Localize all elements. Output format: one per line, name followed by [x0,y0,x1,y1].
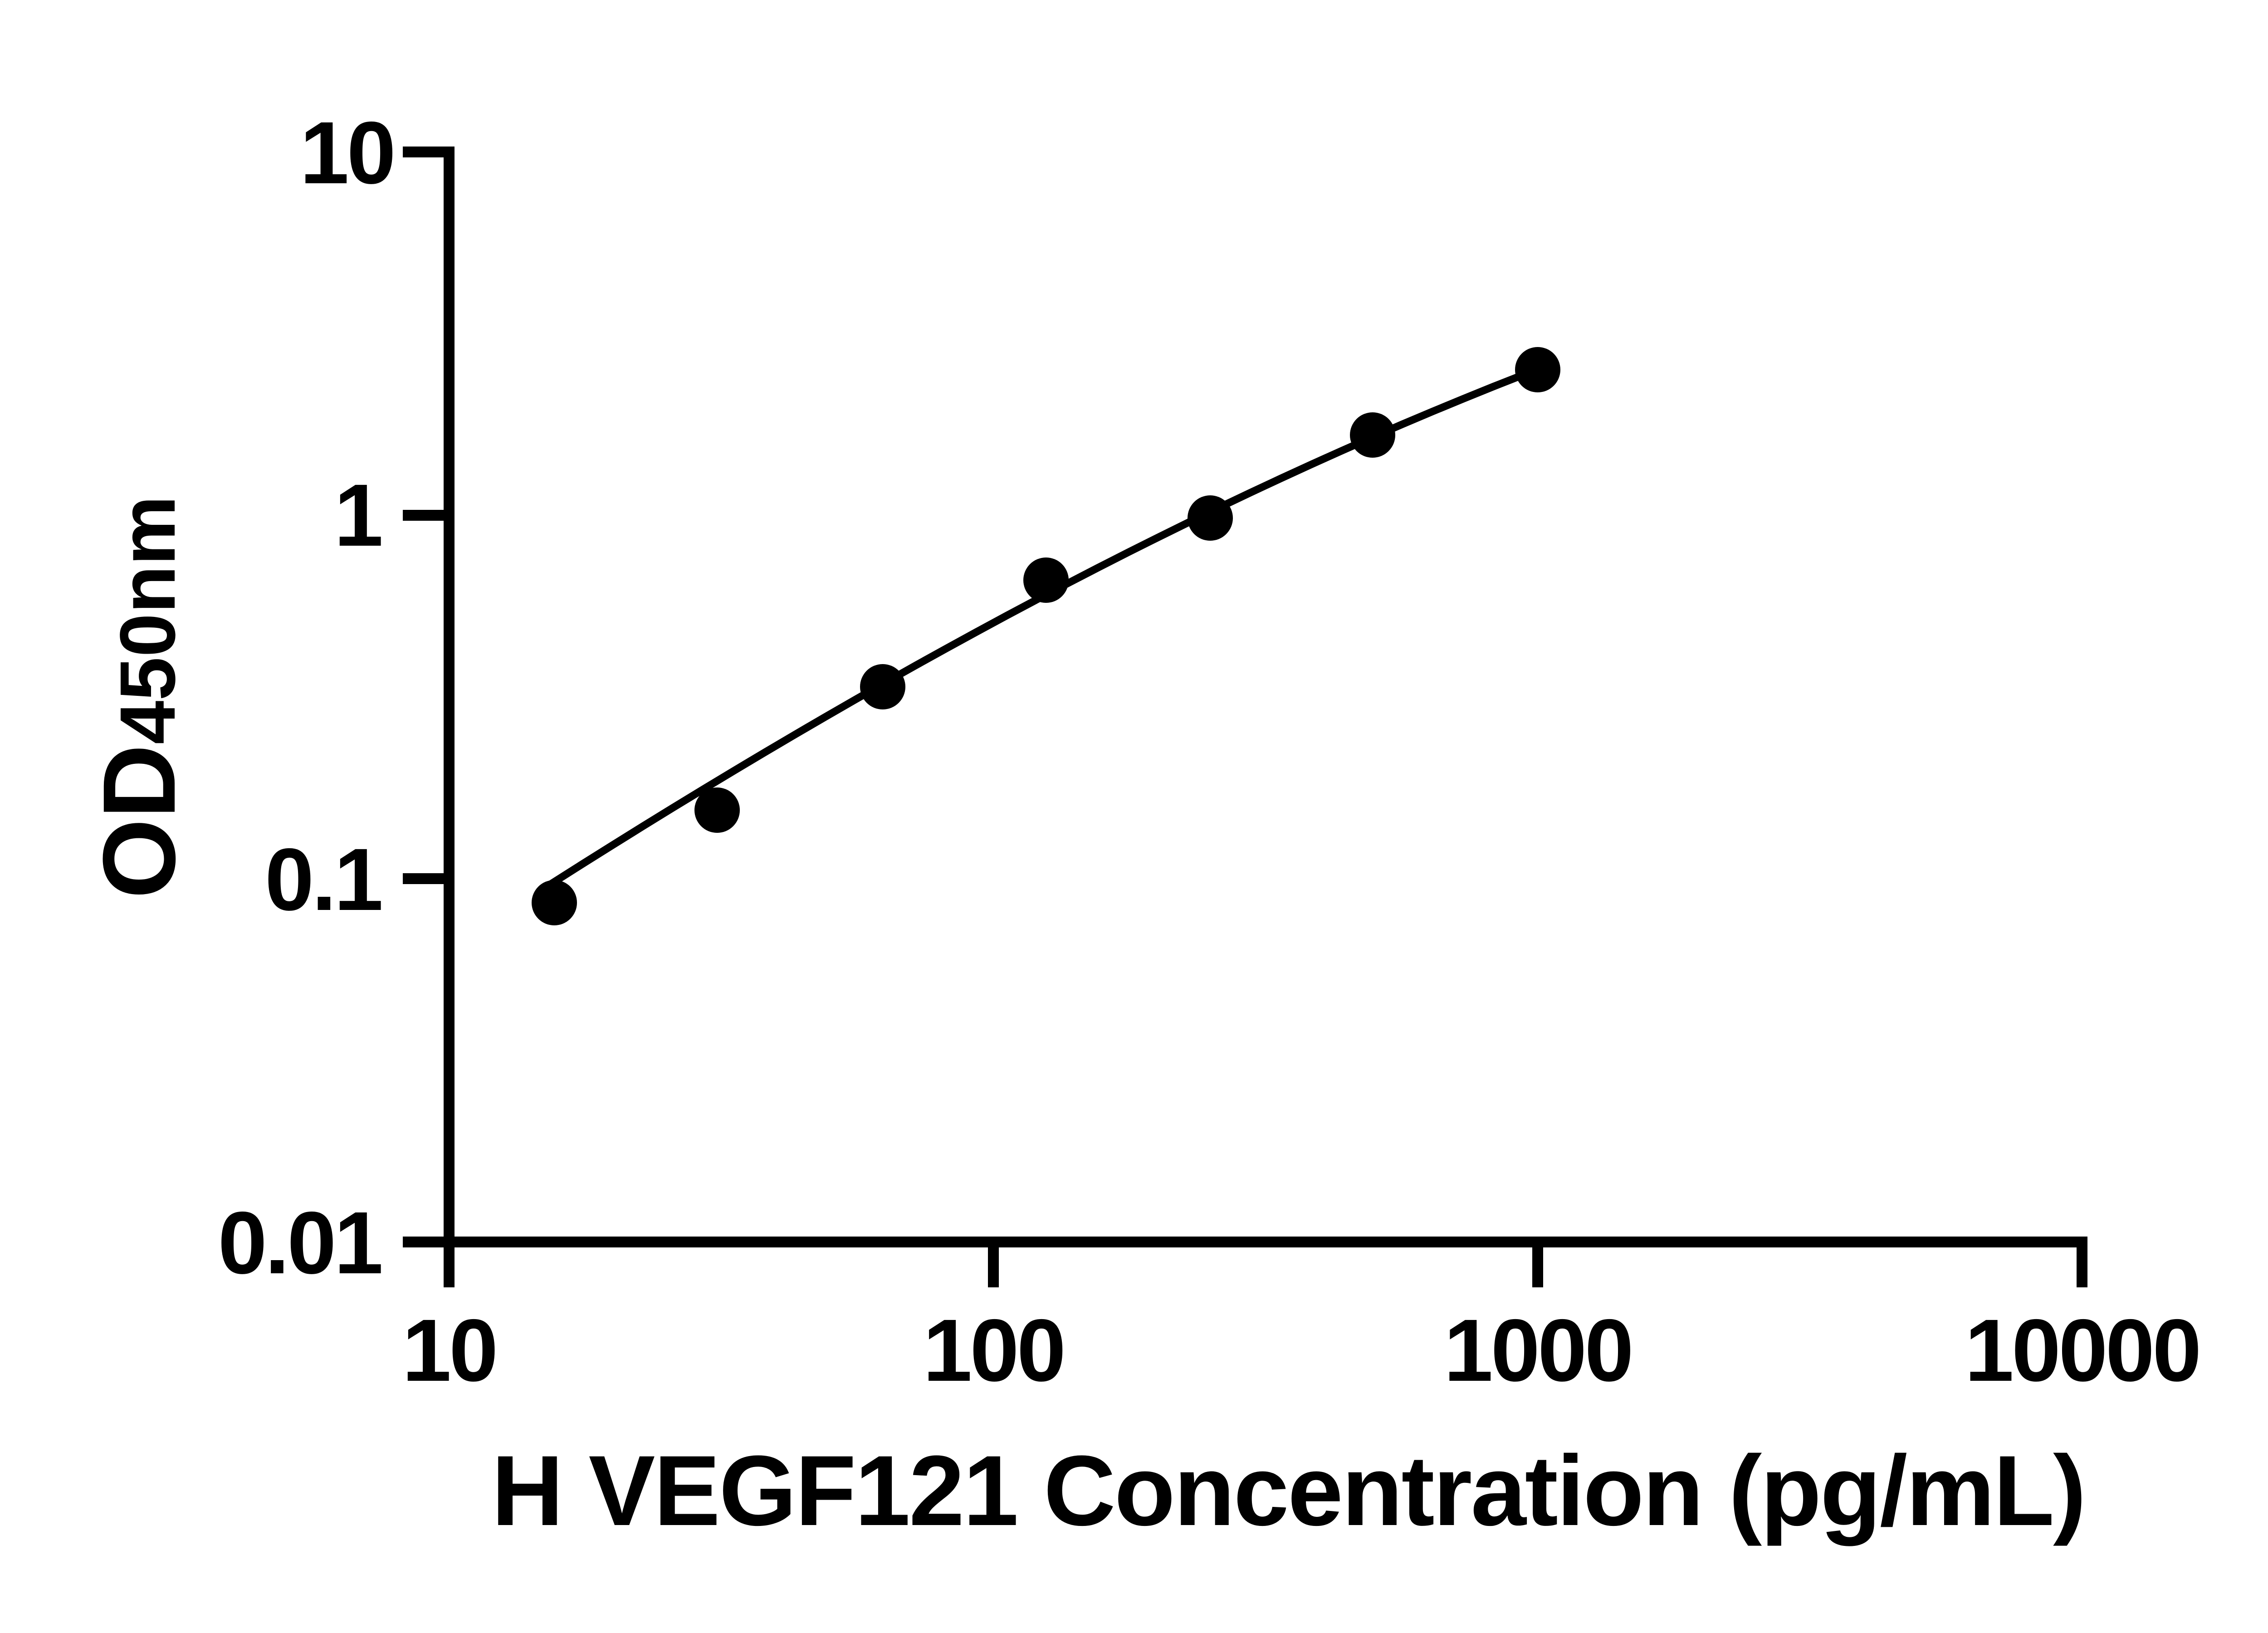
svg-text:0.01: 0.01 [218,1193,381,1292]
svg-text:10000: 10000 [1965,1301,2199,1400]
svg-text:100: 100 [923,1301,1064,1400]
svg-text:0.1: 0.1 [265,830,381,929]
svg-text:1000: 1000 [1444,1301,1632,1400]
svg-text:10: 10 [402,1301,496,1400]
svg-text:H VEGF121 Concentration (pg/mL: H VEGF121 Concentration (pg/mL) [492,1435,2085,1546]
svg-text:1: 1 [334,466,381,565]
svg-text:OD450nm: OD450nm [82,496,197,899]
svg-text:10: 10 [300,103,394,202]
